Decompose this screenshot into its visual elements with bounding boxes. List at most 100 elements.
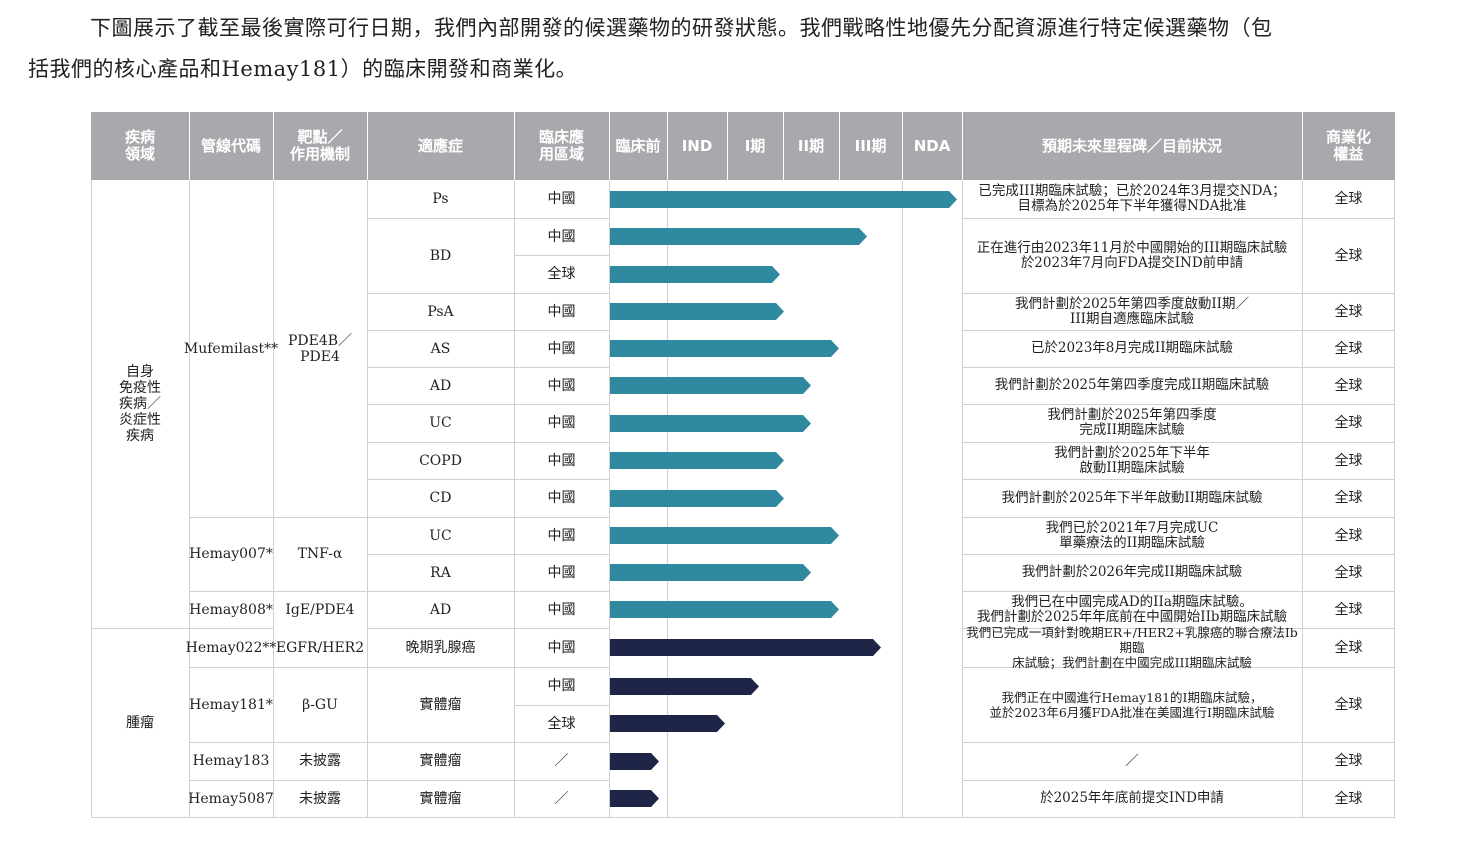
progress-bar bbox=[610, 527, 839, 544]
region-cell: 中國 bbox=[547, 191, 576, 207]
milestone-ad: 我們計劃於2025年第四季度完成II期臨床試驗 bbox=[994, 377, 1270, 393]
region-cell: 中國 bbox=[547, 639, 576, 656]
progress-bar bbox=[610, 228, 867, 245]
region-cell: 中國 bbox=[547, 415, 576, 431]
header-indication: 適應症 bbox=[417, 136, 463, 155]
region-cell: 全球 bbox=[547, 715, 576, 732]
indication-psa: PsA bbox=[427, 303, 454, 320]
milestone-copd: 我們計劃於2025年下半年 啟動II期臨床試驗 bbox=[1054, 444, 1210, 476]
milestone-hemay5087: 於2025年年底前提交IND申請 bbox=[1040, 790, 1224, 806]
rights-cell: 全球 bbox=[1334, 601, 1363, 618]
rights-cell: 全球 bbox=[1334, 303, 1363, 320]
milestone-ra: 我們計劃於2026年完成II期臨床試驗 bbox=[1021, 564, 1243, 580]
milestone-as: 已於2023年8月完成II期臨床試驗 bbox=[1030, 340, 1234, 356]
progress-bar bbox=[610, 490, 784, 507]
region-cell: 中國 bbox=[547, 228, 576, 245]
region-cell: 中國 bbox=[547, 678, 576, 694]
milestone-hemay181: 我們正在中國進行Hemay181的I期臨床試驗， 並於2023年6月獲FDA批准… bbox=[989, 689, 1275, 720]
table-header bbox=[91, 112, 1395, 180]
header-target: 靶點／ 作用機制 bbox=[289, 128, 350, 163]
drug-target-hemay5087: 未披露 bbox=[299, 790, 341, 807]
area-autoimmune: 自身 免疫性 疾病／ 炎症性 疾病 bbox=[119, 364, 161, 444]
progress-bar bbox=[610, 790, 659, 807]
rights-cell: 全球 bbox=[1334, 753, 1363, 769]
progress-bar bbox=[610, 678, 759, 695]
header-region: 臨床應 用區域 bbox=[538, 128, 584, 163]
milestone-cd: 我們計劃於2025年下半年啟動II期臨床試驗 bbox=[1001, 489, 1263, 506]
drug-code-hemay808: Hemay808* bbox=[189, 601, 273, 618]
intro-line-1: 下圖展示了截至最後實際可行日期，我們內部開發的候選藥物的研發狀態。我們戰略性地優… bbox=[90, 16, 1273, 40]
header-milestone: 預期未來里程碑／目前狀況 bbox=[1041, 136, 1222, 155]
rights-cell: 全球 bbox=[1334, 639, 1363, 656]
progress-bar bbox=[610, 340, 839, 357]
region-cell: 中國 bbox=[547, 564, 576, 581]
drug-code-mufemilast: Mufemilast** bbox=[183, 340, 279, 357]
drug-code-hemay5087: Hemay5087 bbox=[188, 790, 274, 807]
progress-bar bbox=[610, 564, 811, 581]
region-cell: ／ bbox=[554, 753, 569, 769]
indication-uc: UC bbox=[429, 415, 452, 431]
indication-copd: COPD bbox=[419, 452, 462, 469]
indication-ad: AD bbox=[429, 377, 452, 394]
header-rights: 商業化 權益 bbox=[1325, 128, 1371, 163]
drug-code-hemay022: Hemay022** bbox=[185, 639, 277, 656]
drug-code-hemay183: Hemay183 bbox=[192, 753, 270, 769]
drug-target-hemay183: 未披露 bbox=[299, 753, 341, 769]
progress-bar bbox=[610, 753, 659, 770]
progress-bar bbox=[610, 639, 881, 656]
indication-solid-tumor-5087: 實體瘤 bbox=[419, 790, 462, 807]
indication-bd: BD bbox=[429, 247, 452, 264]
region-cell: 中國 bbox=[547, 452, 576, 469]
indication-cd: CD bbox=[429, 490, 452, 506]
progress-bar bbox=[610, 377, 811, 394]
progress-bar bbox=[610, 266, 780, 283]
progress-bar bbox=[610, 415, 811, 432]
header-nda: NDA bbox=[913, 136, 951, 155]
region-cell: 中國 bbox=[547, 303, 576, 320]
region-cell: 中國 bbox=[547, 527, 576, 544]
progress-bar bbox=[610, 601, 839, 618]
drug-target-hemay808: IgE/PDE4 bbox=[285, 601, 355, 618]
header-phase-3: III期 bbox=[854, 136, 887, 155]
drug-target-mufemilast: PDE4B／ PDE4 bbox=[287, 332, 353, 365]
milestone-psa: 我們計劃於2025年第四季度啟動II期／ III期自適應臨床試驗 bbox=[1014, 295, 1250, 327]
progress-bar bbox=[610, 452, 784, 469]
pipeline-table: 疾病 領域 管線代碼 靶點／ 作用機制 適應症 臨床應 用區域 臨床前 IND … bbox=[91, 112, 1395, 818]
milestone-ad-hemay808: 我們已在中國完成AD的IIa期臨床試驗。 我們計劃於2025年年底前在中國開始I… bbox=[976, 593, 1288, 625]
header-area: 疾病 領域 bbox=[124, 128, 155, 163]
drug-code-hemay007: Hemay007* bbox=[189, 546, 273, 562]
indication-ra: RA bbox=[430, 564, 451, 581]
indication-solid-tumor-181: 實體瘤 bbox=[419, 696, 462, 713]
rights-cell: 全球 bbox=[1334, 415, 1363, 431]
progress-bar bbox=[610, 303, 784, 320]
indication-uc-hemay007: UC bbox=[429, 527, 452, 544]
milestone-hemay183: ／ bbox=[1125, 752, 1139, 769]
header-phase-2: II期 bbox=[797, 136, 825, 155]
intro-paragraph: 下圖展示了截至最後實際可行日期，我們內部開發的候選藥物的研發狀態。我們戰略性地優… bbox=[28, 8, 1448, 90]
rights-cell: 全球 bbox=[1334, 191, 1363, 207]
indication-ad-hemay808: AD bbox=[429, 601, 452, 618]
header-preclinical: 臨床前 bbox=[615, 136, 661, 155]
region-cell: ／ bbox=[554, 790, 569, 807]
rights-cell: 全球 bbox=[1334, 490, 1363, 506]
milestone-ps: 已完成III期臨床試驗；已於2024年3月提交NDA； 目標為於2025年下半年… bbox=[978, 183, 1286, 214]
milestone-uc: 我們計劃於2025年第四季度 完成II期臨床試驗 bbox=[1047, 407, 1217, 438]
indication-solid-tumor-183: 實體瘤 bbox=[419, 753, 462, 769]
rights-cell: 全球 bbox=[1334, 247, 1363, 264]
header-ind: IND bbox=[681, 136, 713, 155]
drug-target-hemay007: TNF-α bbox=[297, 546, 343, 562]
header-code: 管線代碼 bbox=[200, 136, 261, 155]
rights-cell: 全球 bbox=[1334, 377, 1363, 394]
indication-as: AS bbox=[430, 340, 451, 357]
progress-bar bbox=[610, 715, 725, 732]
indication-ps: Ps bbox=[432, 191, 449, 207]
milestone-bd: 正在進行由2023年11月於中國開始的III期臨床試驗 於2023年7月向FDA… bbox=[976, 239, 1288, 271]
rights-cell: 全球 bbox=[1334, 340, 1363, 357]
drug-target-hemay181: β-GU bbox=[302, 696, 338, 713]
drug-target-hemay022: EGFR/HER2 bbox=[275, 639, 365, 656]
intro-line-2: 括我們的核心產品和Hemay181）的臨床開發和商業化。 bbox=[28, 57, 578, 81]
progress-bar bbox=[610, 191, 957, 208]
region-cell: 全球 bbox=[547, 266, 576, 282]
area-oncology: 腫瘤 bbox=[126, 715, 154, 731]
rights-cell: 全球 bbox=[1334, 452, 1363, 469]
